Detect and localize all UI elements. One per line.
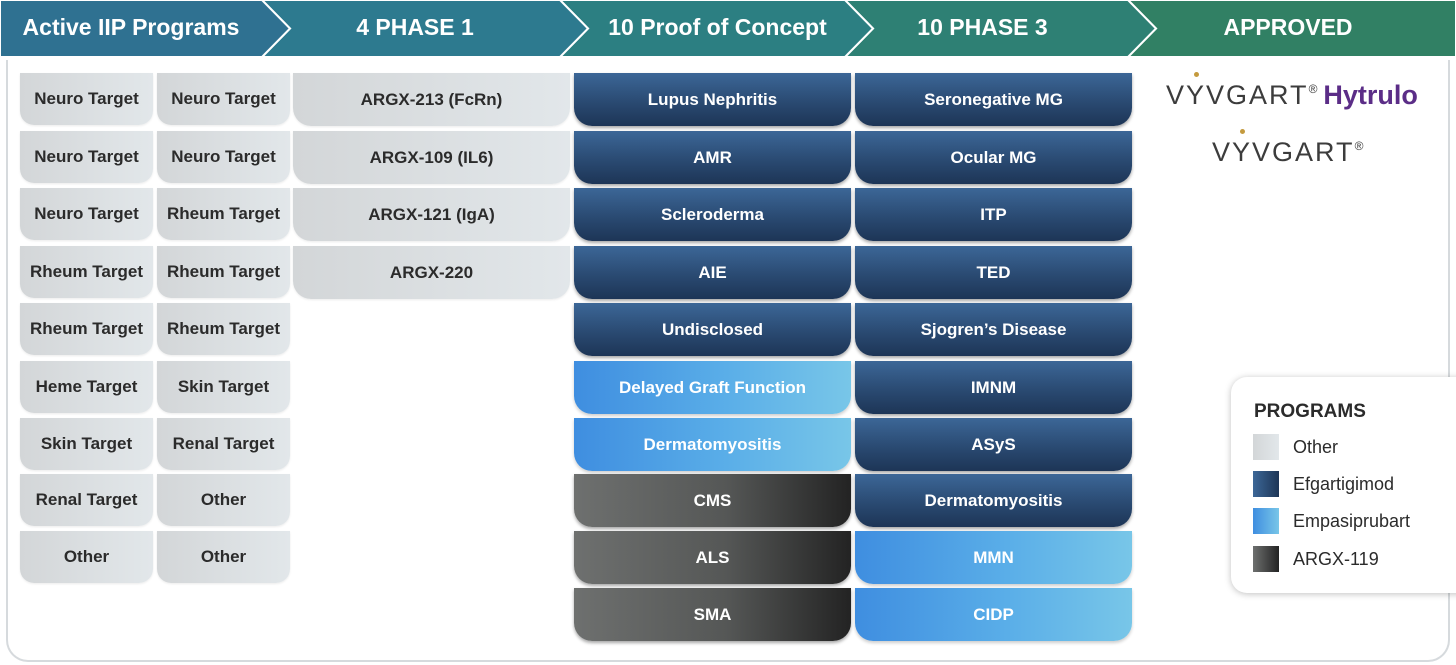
phase1-cell: ARGX-109 (IL6)	[293, 131, 570, 184]
phase1-cell: ARGX-213 (FcRn)	[293, 73, 570, 126]
logo-dot	[1240, 129, 1246, 134]
stage-label-phase1: 4 PHASE 1	[356, 14, 474, 40]
poc-cell: CMS	[574, 474, 851, 527]
stage-label-iip: Active IIP Programs	[22, 14, 240, 40]
legend-item-empasiprubart: Empasiprubart	[1253, 508, 1410, 534]
iip-program-cell: Renal Target	[20, 474, 153, 526]
stage-label-phase3: 10 PHASE 3	[917, 14, 1048, 40]
stage-arrows	[0, 0, 1456, 57]
iip-program-cell: Rheum Target	[157, 246, 290, 298]
poc-cell: Scleroderma	[574, 188, 851, 241]
iip-program-cell: Rheum Target	[157, 303, 290, 355]
legend-swatch	[1253, 508, 1279, 534]
poc-cell: AIE	[574, 246, 851, 299]
phase3-cell: TED	[855, 246, 1132, 299]
legend-item-other: Other	[1253, 434, 1338, 460]
programs-legend: PROGRAMS Other Efgartigimod Empasiprubar…	[1231, 377, 1456, 593]
legend-swatch	[1253, 434, 1279, 460]
iip-program-cell: Neuro Target	[157, 73, 290, 125]
poc-cell: Dermatomyositis	[574, 418, 851, 471]
phase3-cell: IMNM	[855, 361, 1132, 414]
iip-program-cell: Renal Target	[157, 418, 290, 470]
phase3-cell: Sjogren’s Disease	[855, 303, 1132, 356]
iip-program-cell: Neuro Target	[157, 131, 290, 183]
legend-item-efgartigimod: Efgartigimod	[1253, 471, 1394, 497]
phase3-cell: Ocular MG	[855, 131, 1132, 184]
iip-program-cell: Skin Target	[157, 361, 290, 413]
iip-program-cell: Rheum Target	[20, 246, 153, 298]
poc-cell: Delayed Graft Function	[574, 361, 851, 414]
iip-program-cell: Other	[157, 474, 290, 526]
iip-program-cell: Heme Target	[20, 361, 153, 413]
poc-cell: SMA	[574, 588, 851, 641]
poc-cell: AMR	[574, 131, 851, 184]
phase1-cell: ARGX-220	[293, 246, 570, 299]
poc-cell: Undisclosed	[574, 303, 851, 356]
phase3-cell: MMN	[855, 531, 1132, 584]
iip-program-cell: Other	[157, 531, 290, 583]
phase3-cell: Seronegative MG	[855, 73, 1132, 126]
legend-title: PROGRAMS	[1254, 401, 1366, 422]
iip-program-cell: Neuro Target	[20, 188, 153, 240]
phase1-cell: ARGX-121 (IgA)	[293, 188, 570, 241]
iip-program-cell: Neuro Target	[20, 131, 153, 183]
logo-dot	[1194, 72, 1200, 77]
stage-label-approved: APPROVED	[1223, 14, 1353, 40]
iip-program-cell: Rheum Target	[20, 303, 153, 355]
poc-cell: Lupus Nephritis	[574, 73, 851, 126]
legend-swatch	[1253, 471, 1279, 497]
vyvgart-hytrulo-logo: V YVGART® Hytrulo	[1166, 72, 1418, 111]
iip-program-cell: Skin Target	[20, 418, 153, 470]
legend-swatch	[1253, 546, 1279, 572]
phase3-cell: ITP	[855, 188, 1132, 241]
poc-cell: ALS	[574, 531, 851, 584]
iip-program-cell: Neuro Target	[20, 73, 153, 125]
iip-program-cell: Other	[20, 531, 153, 583]
phase3-cell: ASyS	[855, 418, 1132, 471]
vyvgart-logo: V YVGART®	[1212, 129, 1363, 168]
legend-item-argx-119: ARGX-119	[1253, 546, 1379, 572]
stage-label-poc: 10 Proof of Concept	[608, 14, 827, 40]
stage-arrow	[0, 0, 292, 57]
phase3-cell: CIDP	[855, 588, 1132, 641]
phase3-cell: Dermatomyositis	[855, 474, 1132, 527]
stage-header: Active IIP Programs 4 PHASE 1 10 Proof o…	[0, 0, 1456, 57]
iip-program-cell: Rheum Target	[157, 188, 290, 240]
